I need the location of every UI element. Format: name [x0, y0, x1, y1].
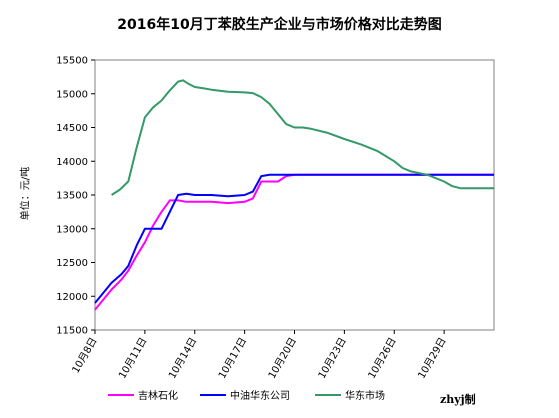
y-tick-label: 15500	[56, 56, 88, 67]
legend-label: 华东市场	[345, 389, 385, 402]
y-tick-label: 13000	[56, 224, 88, 235]
y-tick-label: 14000	[56, 157, 88, 168]
y-tick-label: 12500	[56, 258, 88, 269]
x-tick-label: 10月8日	[70, 336, 100, 376]
chart-title: 2016年10月丁苯胶生产企业与市场价格对比走势图	[117, 17, 442, 33]
series-layer	[94, 79, 494, 311]
legend: 吉林石化 中油华东公司 华东市场	[108, 389, 385, 402]
x-tick-label: 10月26日	[366, 336, 399, 381]
x-tick-label: 10月23日	[316, 336, 349, 381]
y-tick-label: 11500	[56, 326, 88, 337]
legend-label: 中油华东公司	[230, 389, 290, 402]
x-tick-label: 10月20日	[266, 336, 299, 381]
y-tick-label: 13500	[56, 191, 88, 202]
x-tick-label: 10月17日	[216, 336, 249, 381]
y-tick-label: 14500	[56, 123, 88, 134]
y-tick-label: 12000	[56, 292, 88, 303]
x-tick-label: 10月11日	[116, 336, 149, 381]
y-tick-label: 15000	[56, 89, 88, 100]
legend-label: 吉林石化	[138, 389, 178, 402]
series-line-1	[94, 173, 494, 311]
series-line-3	[111, 79, 494, 196]
axes: 11500 12000 12500 13000 13500 14000 14500 15000…	[56, 56, 495, 381]
x-tick-label: 10月29日	[416, 336, 449, 381]
credit-text: zhyj制	[440, 393, 476, 406]
series-line-2	[94, 173, 494, 304]
x-tick-label: 10月14日	[166, 336, 199, 381]
plot-border	[94, 59, 495, 331]
